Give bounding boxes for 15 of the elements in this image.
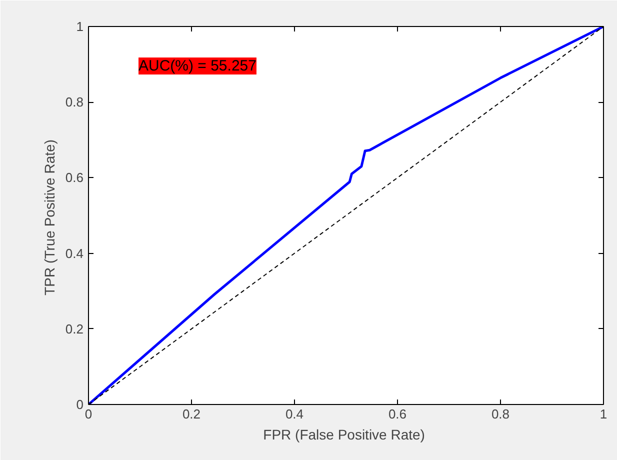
x-tick-label: 1 [600,406,608,422]
x-axis-title: FPR (False Positive Rate) [263,426,425,442]
line-series [88,26,604,404]
y-tick-label: 0 [76,397,84,412]
annotation: AUC(%) = 55.257 [138,58,256,74]
y-axis-title: TPR (True Positive Rate) [41,140,58,296]
x-tick-label: 0.8 [491,406,510,422]
x-tick-label: 0.4 [285,406,304,422]
y-tick-label: 1 [76,19,84,34]
y-tick-label: 0.8 [65,94,84,110]
x-tick-label: 0.6 [388,406,407,422]
y-tick-label: 0.2 [65,321,84,336]
y-tick-label: 0.4 [65,246,84,261]
y-tick-label: 0.6 [65,170,84,186]
x-tick-label: 0.2 [182,406,201,422]
